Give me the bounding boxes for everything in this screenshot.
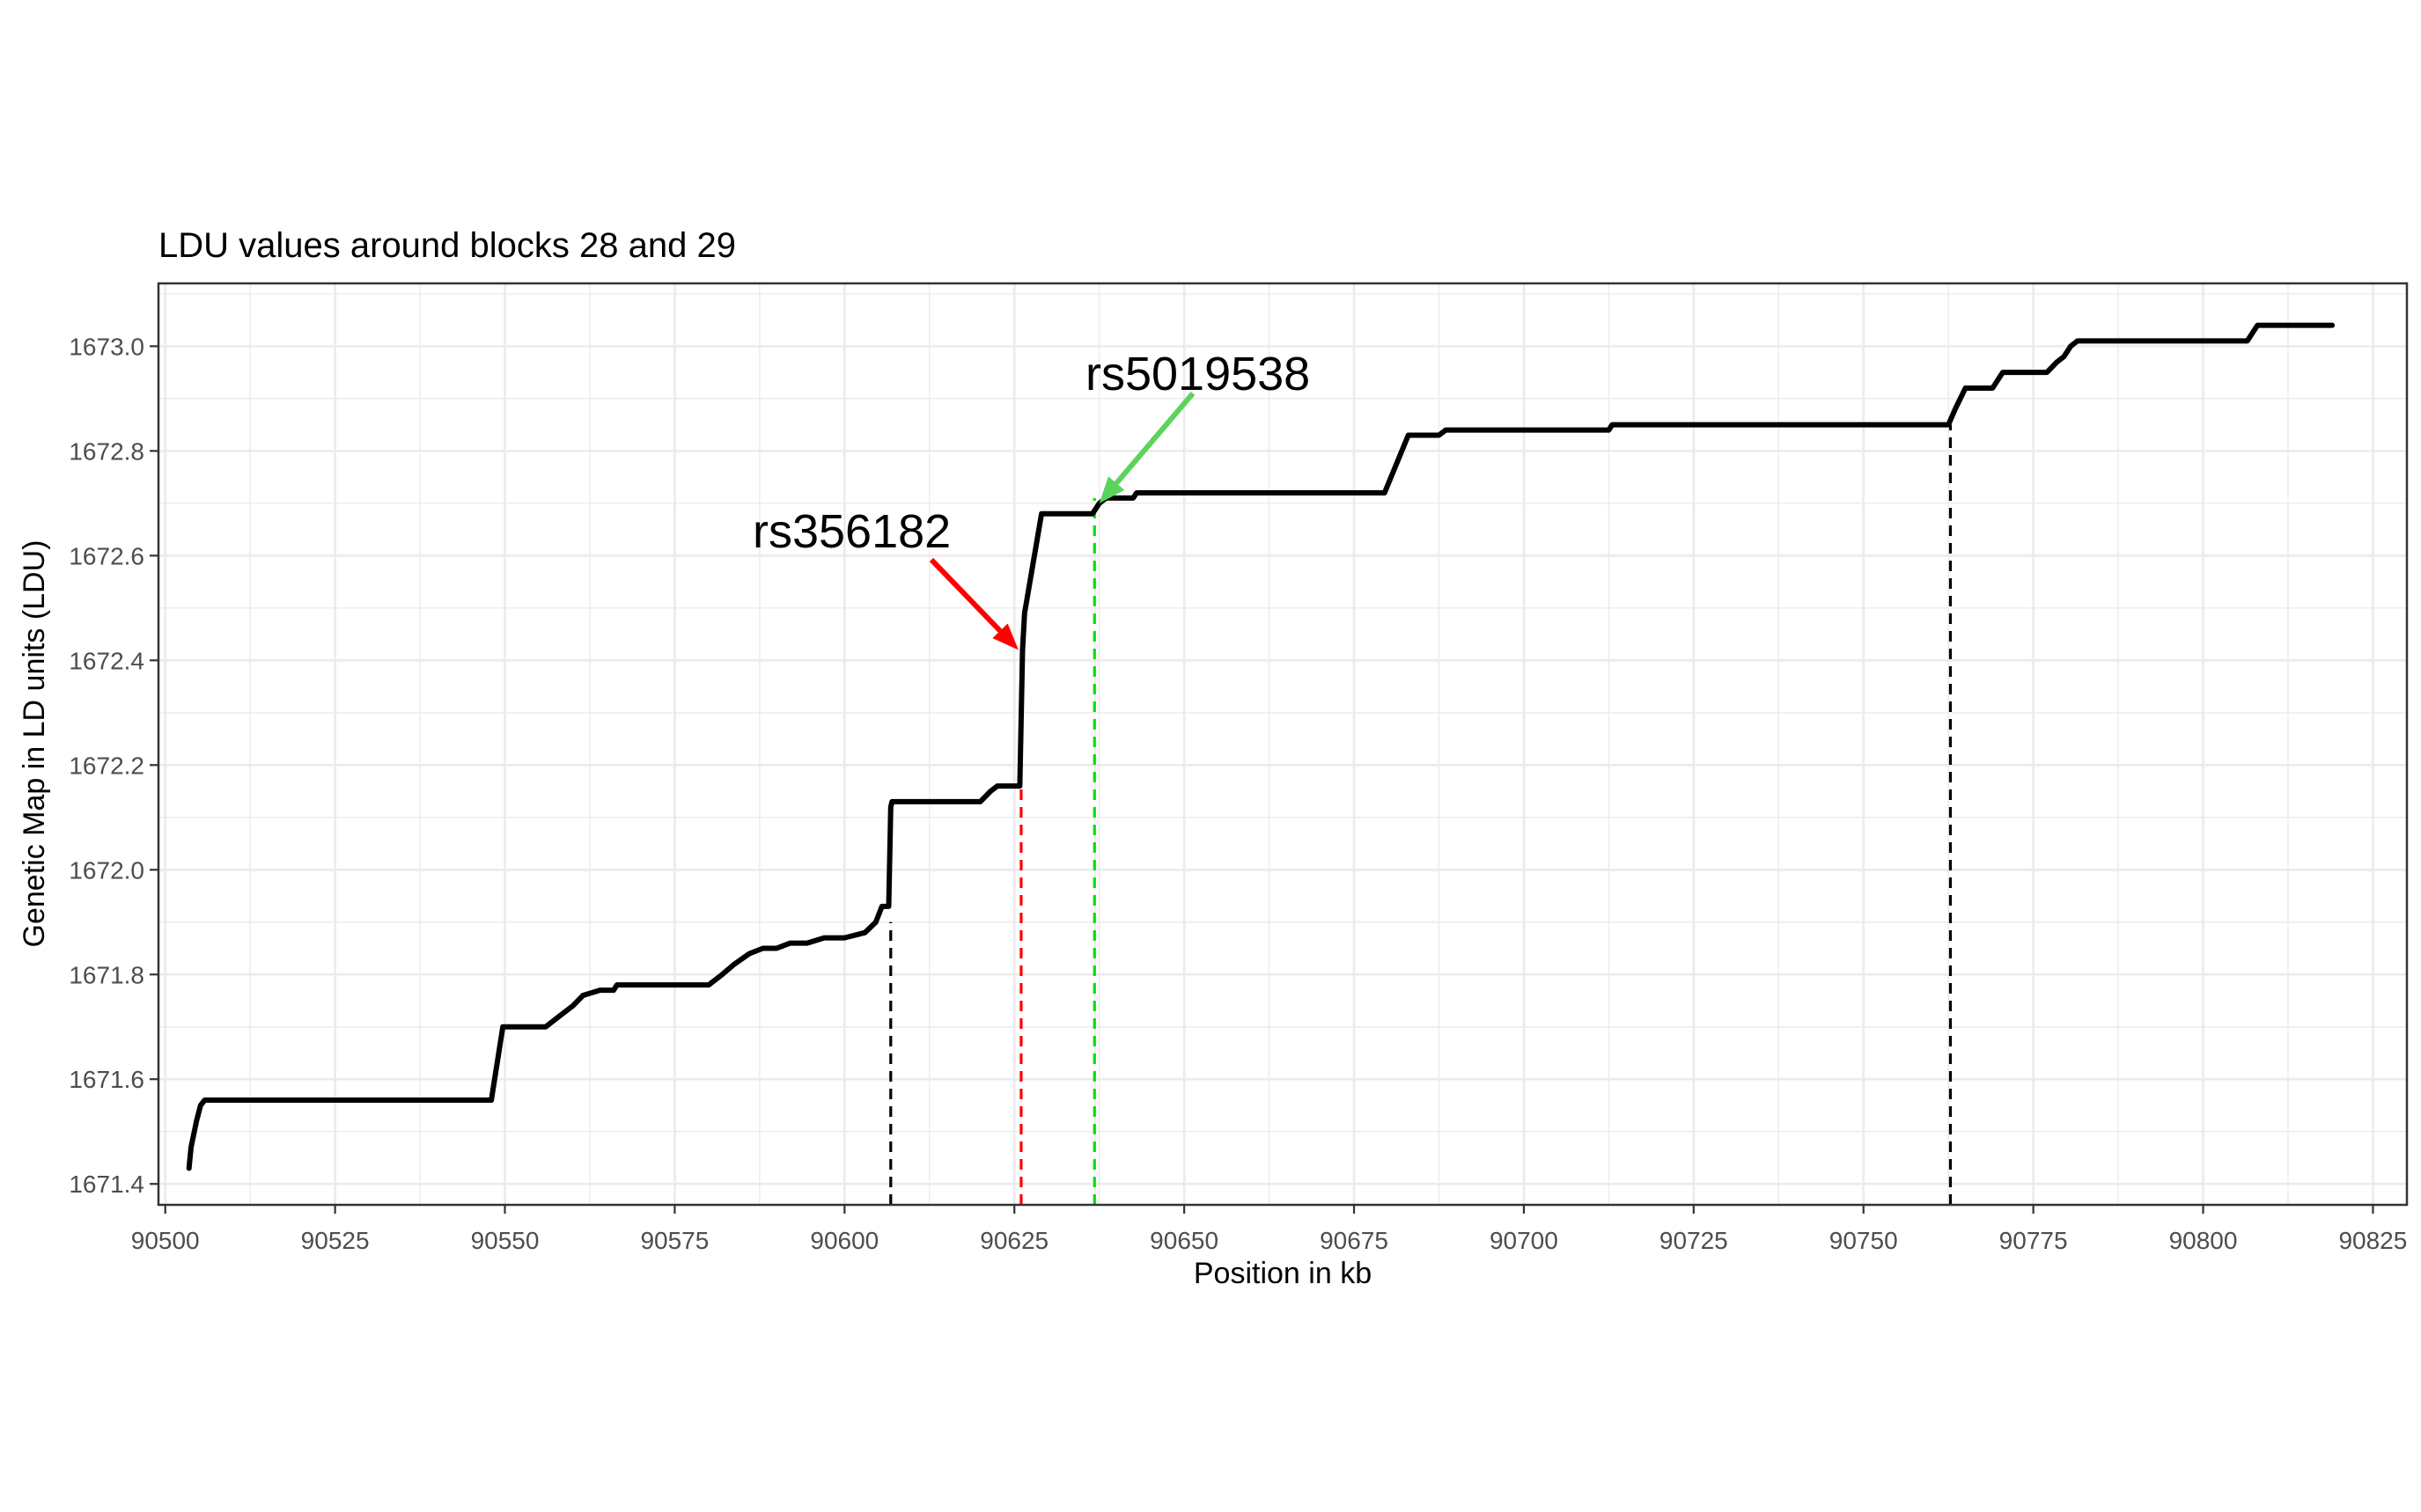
annotation-arrow-shaft-2 bbox=[1114, 392, 1196, 485]
x-tick-label: 90800 bbox=[2169, 1227, 2238, 1254]
x-tick-label: 90625 bbox=[980, 1227, 1049, 1254]
y-tick-label: 1672.2 bbox=[69, 752, 144, 779]
x-tick-label: 90550 bbox=[471, 1227, 540, 1254]
x-tick-label: 90700 bbox=[1490, 1227, 1558, 1254]
x-tick-label: 90775 bbox=[1999, 1227, 2068, 1254]
y-tick-label: 1671.6 bbox=[69, 1066, 144, 1093]
x-tick-label: 90650 bbox=[1150, 1227, 1218, 1254]
y-tick-label: 1672.6 bbox=[69, 542, 144, 569]
x-tick-label: 90500 bbox=[131, 1227, 200, 1254]
annotation-label-rs356182: rs356182 bbox=[753, 505, 951, 558]
y-tick-label: 1671.4 bbox=[69, 1171, 144, 1198]
annotation-arrow-head-1 bbox=[992, 623, 1019, 650]
x-tick-label: 90600 bbox=[810, 1227, 879, 1254]
x-tick-label: 90750 bbox=[1829, 1227, 1898, 1254]
block-boundary-lines bbox=[889, 424, 1953, 1205]
x-tick-label: 90725 bbox=[1659, 1227, 1728, 1254]
y-tick-label: 1672.8 bbox=[69, 437, 144, 465]
x-tick-label: 90675 bbox=[1320, 1227, 1388, 1254]
ldu-series-line bbox=[186, 322, 2336, 1171]
grid-lines bbox=[158, 283, 2407, 1205]
y-tick-label: 1673.0 bbox=[69, 333, 144, 360]
x-axis-label: Position in kb bbox=[1194, 1257, 1372, 1290]
y-tick-label: 1672.0 bbox=[69, 856, 144, 884]
axis-ticks: 90500 90525 90550 90575 90600 90625 90650 90675… bbox=[69, 333, 2407, 1254]
y-tick-label: 1671.8 bbox=[69, 961, 144, 988]
annotation-label-rs5019538: rs5019538 bbox=[1085, 348, 1310, 400]
plot-panel-border bbox=[157, 282, 2409, 1207]
y-axis-label: Genetic Map in LD units (LDU) bbox=[18, 540, 51, 948]
x-tick-label: 90825 bbox=[2338, 1227, 2407, 1254]
chart-title: LDU values around blocks 28 and 29 bbox=[158, 226, 736, 265]
annotation-arrow-head-2 bbox=[1099, 476, 1125, 503]
x-tick-label: 90575 bbox=[640, 1227, 709, 1254]
y-tick-label: 1672.4 bbox=[69, 647, 144, 674]
x-tick-label: 90525 bbox=[301, 1227, 370, 1254]
annotation-arrow-shaft-1 bbox=[929, 557, 1003, 633]
annotations: rs356182 rs5019538 bbox=[753, 348, 1310, 650]
